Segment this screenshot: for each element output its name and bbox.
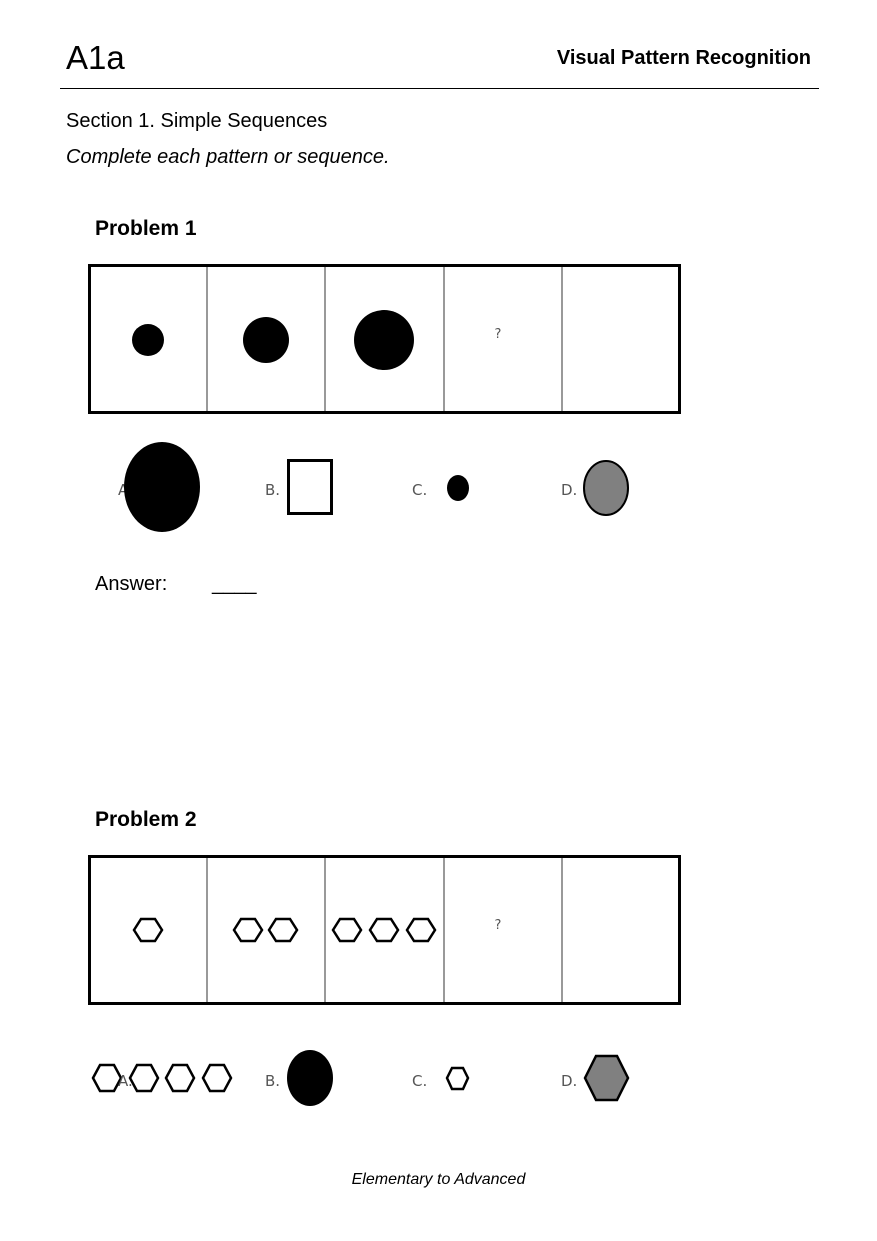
option-c-small-hexagon-icon[interactable] [445,1066,470,1091]
section-instructions: Complete each pattern or sequence. [66,146,390,168]
hexagon-icon [267,917,299,943]
option-c-label: C. [412,1072,427,1090]
option-c-label: C. [412,481,427,499]
worksheet-title: Visual Pattern Recognition [556,47,811,69]
hexagon-icon [405,917,437,943]
large-black-circle-icon [354,310,414,370]
option-b-black-ellipse-icon[interactable] [287,1050,333,1106]
option-c-small-ellipse-icon[interactable] [447,475,469,501]
problem-1-title: Problem 1 [95,217,197,240]
footer-text: Elementary to Advanced [351,1171,526,1188]
problem-2-sequence-strip: ? [88,855,681,1005]
hexagon-icon [368,917,400,943]
level-code: A1a [66,39,125,76]
section-title: Section 1. Simple Sequences [66,110,328,132]
option-b-label: B. [265,1072,280,1090]
problem-2-title: Problem 2 [95,808,197,831]
answer-label: Answer: [95,573,168,595]
option-b-square-icon[interactable] [287,459,333,515]
option-d-gray-hexagon-icon[interactable] [583,1054,630,1102]
answer-blank[interactable]: ____ [212,573,257,595]
option-a-four-hexagons-icon[interactable] [91,1063,233,1093]
hexagon-icon [132,917,164,943]
option-b-label: B. [265,481,280,499]
problem-1-options: A. B. C. D. [118,442,629,532]
option-d-label: D. [561,481,577,499]
option-d-gray-ellipse-icon[interactable] [583,460,629,516]
problem-1-sequence-strip: ? [88,264,681,414]
hexagon-icon [331,917,363,943]
small-black-circle-icon [132,324,164,356]
medium-black-circle-icon [243,317,289,363]
hexagon-icon [232,917,264,943]
option-d-label: D. [561,1072,577,1090]
missing-item-marker: ? [495,918,502,933]
option-a-large-ellipse-icon[interactable] [124,442,200,532]
option-a-label: A. [118,1072,133,1090]
missing-item-marker: ? [495,327,502,342]
problem-2-options: A. B. C. D. [91,1050,630,1106]
header-divider [60,88,819,89]
